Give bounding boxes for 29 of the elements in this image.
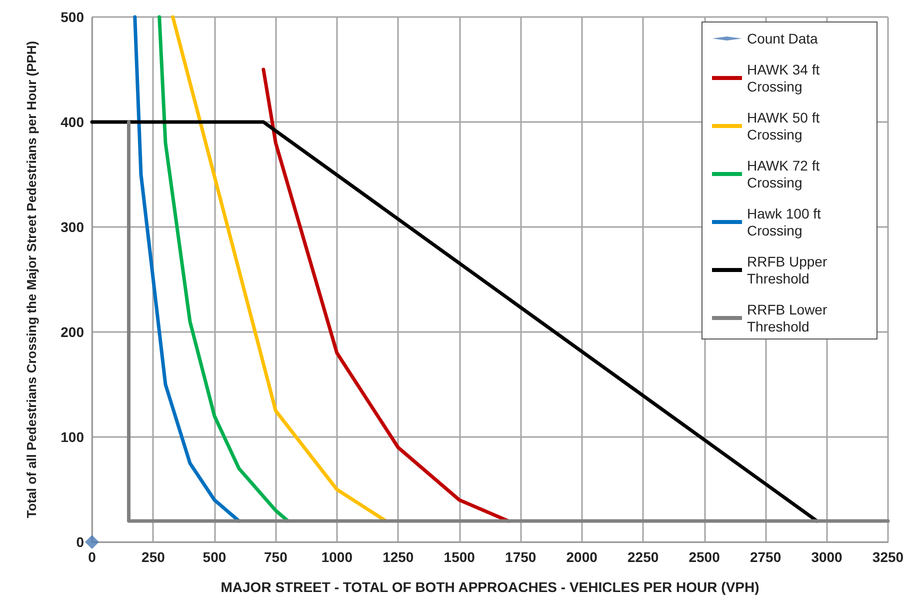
y-tick-label: 200 <box>60 324 84 340</box>
x-tick-label: 500 <box>202 549 226 565</box>
y-tick-label: 300 <box>60 219 84 235</box>
x-tick-label: 1250 <box>382 549 414 565</box>
x-tick-label: 0 <box>88 549 96 565</box>
x-tick-label: 1000 <box>321 549 353 565</box>
x-tick-label: 2250 <box>628 549 659 565</box>
y-tick-label: 100 <box>60 429 84 445</box>
legend-label: RRFB Upper Threshold <box>747 254 832 286</box>
legend-label: RRFB Lower Threshold <box>747 302 832 334</box>
legend-label: HAWK 50 ft Crossing <box>747 110 824 142</box>
legend-label: Count Data <box>747 30 818 46</box>
y-tick-label: 0 <box>76 534 84 550</box>
legend-label: HAWK 34 ft Crossing <box>747 62 824 94</box>
legend-label: Hawk 100 ft Crossing <box>747 206 825 238</box>
x-axis-title: MAJOR STREET - TOTAL OF BOTH APPROACHES - VEHICLES PER HOUR (VPH) <box>220 579 760 595</box>
x-tick-label: 2500 <box>688 549 720 565</box>
x-tick-label: 2750 <box>750 549 782 565</box>
y-tick-label: 500 <box>60 9 84 25</box>
x-tick-label: 1750 <box>505 549 536 565</box>
x-tick-label: 3000 <box>811 549 843 565</box>
x-tick-label: 2000 <box>566 549 598 565</box>
legend-label: HAWK 72 ft Crossing <box>747 158 824 190</box>
y-axis-title: Total of all Pedestrians Crossing the Major Street Pedestrians per Hour (PPH) <box>24 40 39 518</box>
x-tick-label: 3250 <box>872 549 904 565</box>
x-tick-label: 1500 <box>444 549 476 565</box>
y-tick-label: 400 <box>60 114 84 130</box>
x-tick-label: 250 <box>142 549 166 565</box>
x-tick-label: 750 <box>264 549 288 565</box>
